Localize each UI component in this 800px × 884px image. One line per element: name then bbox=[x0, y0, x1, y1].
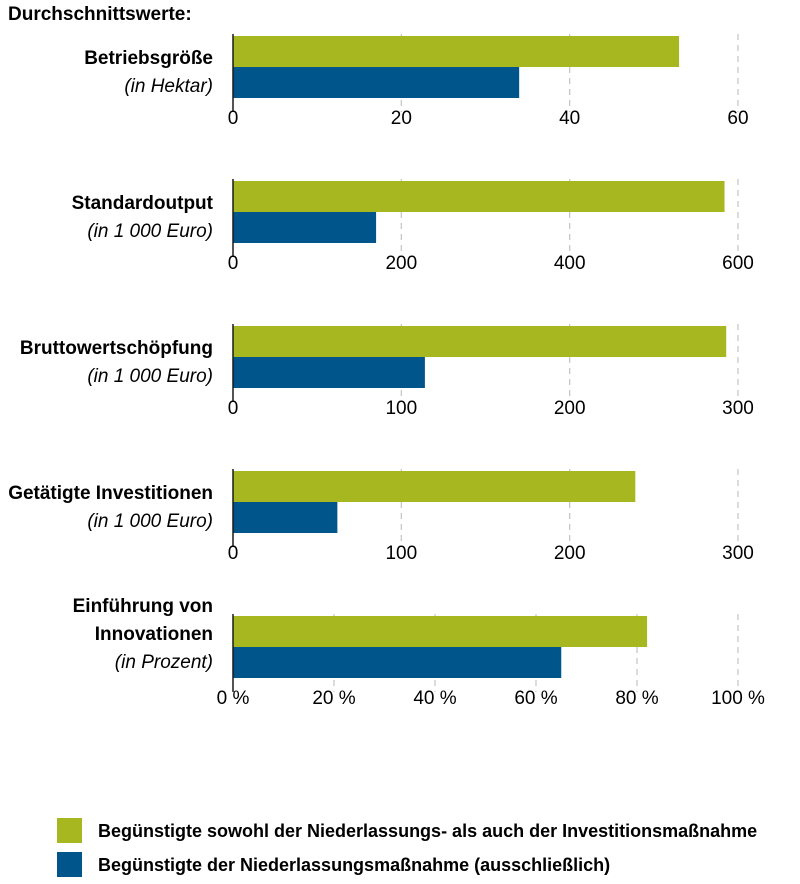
category-label: Betriebsgröße bbox=[84, 48, 213, 69]
tick-label: 100 % bbox=[711, 688, 765, 709]
legend-label: Begünstigte der Niederlassungsmaßnahme (… bbox=[98, 855, 610, 875]
bar-series-2 bbox=[233, 502, 338, 533]
bar-series-2 bbox=[233, 212, 377, 243]
tick-label: 60 bbox=[727, 108, 748, 129]
panel: 0 100 200 300 Bruttowertschöpfung (in 1 000 E… bbox=[20, 324, 754, 419]
tick-label: 200 bbox=[554, 398, 586, 419]
unit-label: (in 1 000 Euro) bbox=[87, 221, 213, 242]
tick-label: 0 bbox=[228, 253, 239, 274]
bar-series-2 bbox=[233, 357, 425, 388]
tick-label: 100 bbox=[385, 543, 417, 564]
bar-series-1 bbox=[233, 326, 727, 357]
tick-label: 0 bbox=[228, 108, 239, 129]
unit-label: (in 1 000 Euro) bbox=[87, 511, 213, 532]
tick-label: 300 bbox=[722, 398, 754, 419]
chart-title: Durchschnittswerte: bbox=[8, 4, 192, 25]
legend-label: Begünstigte sowohl der Niederlassungs- a… bbox=[98, 821, 757, 841]
tick-label: 200 bbox=[554, 543, 586, 564]
category-label: Bruttowertschöpfung bbox=[20, 338, 213, 359]
chart-panels: 0 20 40 60 Betriebsgröße (in Hektar) 0 200 400 60… bbox=[8, 34, 765, 709]
tick-label: 40 bbox=[559, 108, 580, 129]
panel: 0 20 40 60 Betriebsgröße (in Hektar) bbox=[84, 34, 749, 129]
panel: 0 100 200 300 Getätigte Investitionen (in 1 0… bbox=[8, 469, 754, 564]
tick-label: 100 bbox=[385, 398, 417, 419]
bar-series-2 bbox=[233, 647, 562, 678]
category-label: Innovationen bbox=[95, 624, 213, 645]
tick-label: 400 bbox=[554, 253, 586, 274]
tick-label: 0 bbox=[228, 543, 239, 564]
tick-label: 80 % bbox=[615, 688, 658, 709]
unit-label: (in Prozent) bbox=[115, 652, 213, 673]
category-label: Getätigte Investitionen bbox=[8, 483, 213, 504]
legend-swatch bbox=[57, 852, 82, 877]
tick-label: 600 bbox=[722, 253, 754, 274]
tick-label: 60 % bbox=[514, 688, 557, 709]
tick-label: 20 % bbox=[312, 688, 355, 709]
tick-label: 40 % bbox=[413, 688, 456, 709]
bar-series-1 bbox=[233, 36, 680, 67]
tick-label: 20 bbox=[391, 108, 412, 129]
bar-series-1 bbox=[233, 181, 725, 212]
bar-series-1 bbox=[233, 471, 636, 502]
bar-series-1 bbox=[233, 616, 648, 647]
unit-label: (in 1 000 Euro) bbox=[87, 366, 213, 387]
tick-label: 0 % bbox=[217, 688, 250, 709]
category-label: Einführung von bbox=[73, 596, 213, 617]
panel: 0 % 20 % 40 % 60 % 80 % 100 % Einführung von In… bbox=[73, 596, 765, 709]
tick-label: 300 bbox=[722, 543, 754, 564]
legend-swatch bbox=[57, 818, 82, 843]
panel: 0 200 400 600 Standardoutput (in 1 000 Euro) bbox=[72, 179, 754, 274]
tick-label: 0 bbox=[228, 398, 239, 419]
bar-series-2 bbox=[233, 67, 520, 98]
legend: Begünstigte sowohl der Niederlassungs- a… bbox=[57, 818, 757, 877]
unit-label: (in Hektar) bbox=[124, 76, 213, 97]
tick-label: 200 bbox=[385, 253, 417, 274]
category-label: Standardoutput bbox=[72, 193, 214, 214]
